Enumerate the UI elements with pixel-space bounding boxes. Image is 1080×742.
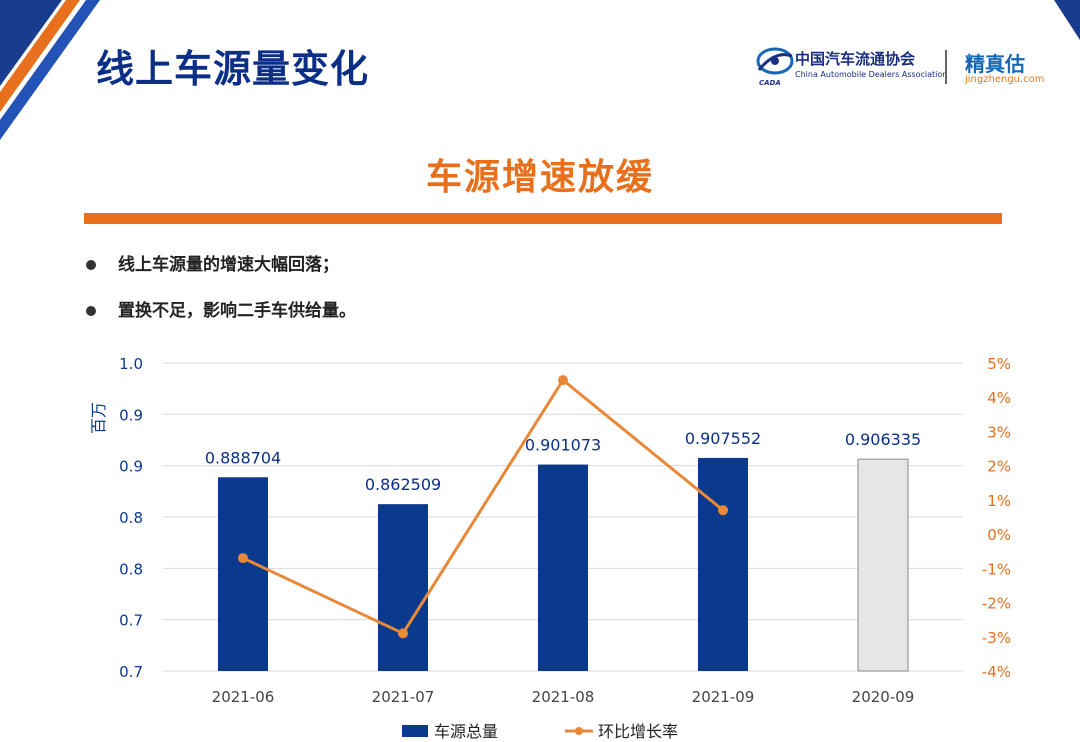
bar: [378, 504, 428, 671]
bullet-dot-icon: [86, 260, 96, 270]
y-tick-label: 0.7: [119, 663, 143, 681]
logo-divider: [945, 50, 947, 84]
logo-block: CADA 中国汽车流通协会 China Automobile Dealers A…: [755, 46, 1055, 90]
brand-name: 精真估: [965, 52, 1025, 76]
page-title: 线上车源量变化: [96, 47, 370, 91]
legend-label: 车源总量: [434, 722, 498, 741]
y2-tick-label: -3%: [982, 629, 1011, 647]
y2-tick-label: 0%: [987, 526, 1011, 544]
brand-url: jingzhengu.com: [965, 74, 1045, 85]
y-tick-label: 0.8: [119, 560, 143, 578]
y-tick-label: 0.9: [119, 406, 143, 424]
y-axis-label: 百万: [89, 402, 108, 434]
y-tick-label: 0.7: [119, 612, 143, 630]
bar-value-label: 0.888704: [205, 448, 281, 467]
y2-tick-label: 3%: [987, 423, 1011, 441]
x-tick-label: 2021-08: [532, 688, 595, 706]
corner-decoration: [0, 0, 100, 140]
y-tick-label: 0.9: [119, 458, 143, 476]
bar: [857, 458, 909, 672]
x-tick-label: 2021-07: [372, 688, 435, 706]
bullet-item: 线上车源量的增速大幅回落；: [86, 252, 356, 298]
bar-value-label: 0.901073: [525, 436, 601, 455]
line-point: [238, 553, 248, 564]
bar: [538, 464, 588, 671]
bar-value-label: 0.907552: [685, 429, 761, 448]
y2-tick-label: 4%: [987, 389, 1011, 407]
association-name: 中国汽车流通协会: [795, 50, 916, 68]
y2-tick-label: 5%: [987, 355, 1011, 373]
bullet-dot-icon: [86, 306, 96, 316]
y2-tick-label: -2%: [982, 595, 1011, 613]
legend-swatch-marker: [575, 727, 583, 735]
section-heading: 车源增速放缓: [425, 157, 654, 198]
line-point: [398, 628, 408, 639]
bar-value-label: 0.862509: [365, 475, 441, 494]
chart: 1.0 0.9 0.9 0.8 0.8 0.7 0.7 5% 4% 3% 2% 1% 0% -1% -2% -…: [89, 355, 1011, 741]
cada-logo-icon: [756, 47, 794, 75]
bullet-list: 线上车源量的增速大幅回落； 置换不足，影响二手车供给量。: [86, 252, 356, 344]
bar-value-label: 0.906335: [845, 430, 921, 449]
y-tick-label: 1.0: [119, 355, 143, 373]
y2-tick-label: -1%: [982, 560, 1011, 578]
cada-abbr: CADA: [759, 79, 781, 87]
line-point: [718, 505, 728, 516]
line-series: [242, 377, 724, 636]
x-tick-label: 2021-09: [692, 688, 755, 706]
legend-swatch-bar: [402, 725, 428, 737]
bar: [218, 477, 268, 671]
bullet-text: 线上车源量的增速大幅回落；: [118, 255, 339, 275]
corner-decoration: [1054, 0, 1080, 40]
bullet-text: 置换不足，影响二手车供给量。: [118, 301, 356, 321]
y-tick-label: 0.8: [119, 509, 143, 527]
association-name-en: China Automobile Dealers Association: [795, 70, 948, 79]
bullet-item: 置换不足，影响二手车供给量。: [86, 298, 356, 344]
y2-tick-label: -4%: [982, 663, 1011, 681]
legend-label: 环比增长率: [598, 722, 678, 741]
y2-tick-label: 2%: [987, 458, 1011, 476]
section-divider: [84, 213, 1002, 224]
line-point: [558, 375, 568, 386]
bar: [698, 457, 748, 671]
y2-tick-label: 1%: [987, 492, 1011, 510]
x-tick-label: 2021-06: [212, 688, 275, 706]
x-tick-label: 2020-09: [852, 688, 915, 706]
